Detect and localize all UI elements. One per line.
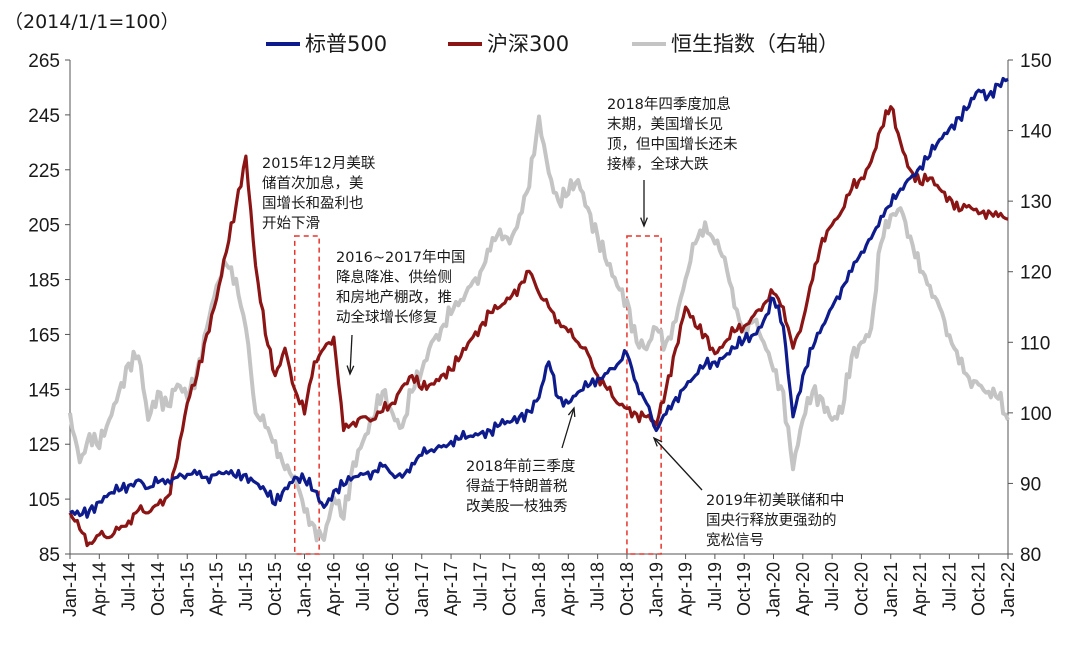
highlight-boxes — [293, 235, 662, 555]
highlight-box-0 — [293, 235, 320, 555]
x-tick-label: Jan-22 — [998, 562, 1018, 617]
x-tick-label: Oct-19 — [734, 562, 754, 616]
x-tick-label: Jul-17 — [470, 562, 490, 611]
x-tick-label: Jul-15 — [236, 562, 256, 611]
x-tick-label: Apr-20 — [793, 562, 813, 616]
x-tick-label: Apr-14 — [89, 562, 109, 616]
x-tick-label: Oct-15 — [265, 562, 285, 616]
x-tick-label: Oct-16 — [382, 562, 402, 616]
axis-unit-label: （2014/1/1=100） — [4, 11, 180, 33]
arrow-china-easing — [349, 334, 353, 375]
y-left-tick-label: 185 — [28, 271, 60, 292]
x-tick-label: Jul-14 — [119, 562, 139, 611]
arrow-global-selloff-head — [640, 217, 648, 228]
series-line-hsi — [68, 114, 1010, 543]
x-tick-label: Apr-15 — [207, 562, 227, 616]
y-right-tick-label: 140 — [1020, 122, 1052, 143]
y-left-tick-label: 105 — [28, 490, 60, 511]
x-tick-label: Jul-20 — [822, 562, 842, 611]
x-tick-label: Apr-18 — [558, 562, 578, 616]
x-tick-label: Jan-17 — [412, 562, 432, 617]
x-tick-label: Jan-20 — [764, 562, 784, 617]
x-tick-label: Oct-21 — [969, 562, 989, 616]
chart-axes: 85 105 125 145 165 185 205 225 245 265 80 90 100 110 1… — [28, 51, 1051, 617]
arrow-us-tax-reform — [561, 407, 575, 449]
x-tick-label: Oct-18 — [617, 562, 637, 616]
x-tick-label: Jul-19 — [705, 562, 725, 611]
x-tick-label: Jan-16 — [295, 562, 315, 617]
annotation-us-tax-reform-2018: 2018年前三季度 得益于特朗普税 改美股一枝独秀 — [466, 459, 576, 515]
y-right-tick-label: 80 — [1020, 545, 1041, 566]
annotation-china-easing-2016: 2016~2017年中国 降息降准、供给侧 和房地产棚改，推 动全球增长修复 — [336, 250, 466, 326]
y-left-tick-label: 245 — [28, 106, 60, 127]
x-tick-label: Apr-17 — [441, 562, 461, 616]
x-tick-label: Oct-20 — [851, 562, 871, 616]
y-left-tick-label: 165 — [28, 325, 60, 346]
x-tick-label: Jan-18 — [529, 562, 549, 617]
arrow-china-easing-head — [346, 365, 355, 376]
series-lines — [68, 76, 1010, 548]
y-right-tick-label: 90 — [1020, 474, 1041, 495]
series-line-spx — [69, 76, 1009, 519]
arrow-easing-2019 — [653, 437, 703, 491]
annotation-fed-hike-2015: 2015年12月美联 储首次加息，美 国增长和盈利也 开始下滑 — [262, 156, 376, 232]
y-left-tick-label: 265 — [28, 51, 60, 72]
legend: 标普500 沪深300 恒生指数（右轴） — [266, 32, 839, 56]
y-left-tick-label: 145 — [28, 380, 60, 401]
legend-label-hsi: 恒生指数（右轴） — [671, 32, 839, 56]
arrow-easing-2019-head — [652, 436, 663, 447]
x-tick-label: Oct-14 — [148, 562, 168, 616]
x-tick-label: Oct-17 — [500, 562, 520, 616]
legend-label-csi300: 沪深300 — [487, 32, 569, 56]
series-line-csi300 — [68, 105, 1009, 548]
x-tick-label: Jul-18 — [588, 562, 608, 611]
x-tick-label: Jul-21 — [939, 562, 959, 611]
y-right-tick-label: 150 — [1020, 51, 1052, 72]
y-left-tick-label: 225 — [28, 161, 60, 182]
legend-label-spx: 标普500 — [305, 32, 387, 56]
highlight-box-1 — [626, 235, 662, 555]
x-tick-label: Apr-19 — [676, 562, 696, 616]
x-tick-label: Apr-16 — [324, 562, 344, 616]
y-right-tick-label: 110 — [1020, 333, 1050, 354]
y-left-tick-label: 125 — [28, 435, 60, 456]
y-left-tick-label: 85 — [39, 545, 60, 566]
annotation-easing-2019: 2019年初美联储和中 国央行释放更强劲的 宽松信号 — [706, 493, 845, 549]
x-tick-label: Jul-16 — [353, 562, 373, 611]
annotation-arrows — [346, 180, 703, 491]
x-tick-label: Jan-14 — [60, 562, 80, 617]
y-right-tick-label: 100 — [1020, 404, 1052, 425]
arrow-us-tax-reform-head — [567, 406, 576, 418]
x-tick-label: Jan-19 — [646, 562, 666, 617]
annotation-global-selloff-2018q4: 2018年四季度加息 末期，美国增长见 顶，但中国增长还未 接棒，全球大跌 — [607, 97, 738, 173]
y-right-tick-label: 120 — [1020, 263, 1052, 284]
x-tick-label: Apr-21 — [910, 562, 930, 616]
x-tick-label: Jan-15 — [177, 562, 197, 617]
y-left-tick-label: 205 — [28, 216, 60, 237]
y-right-tick-label: 130 — [1020, 192, 1052, 213]
x-tick-label: Jan-21 — [881, 562, 901, 617]
